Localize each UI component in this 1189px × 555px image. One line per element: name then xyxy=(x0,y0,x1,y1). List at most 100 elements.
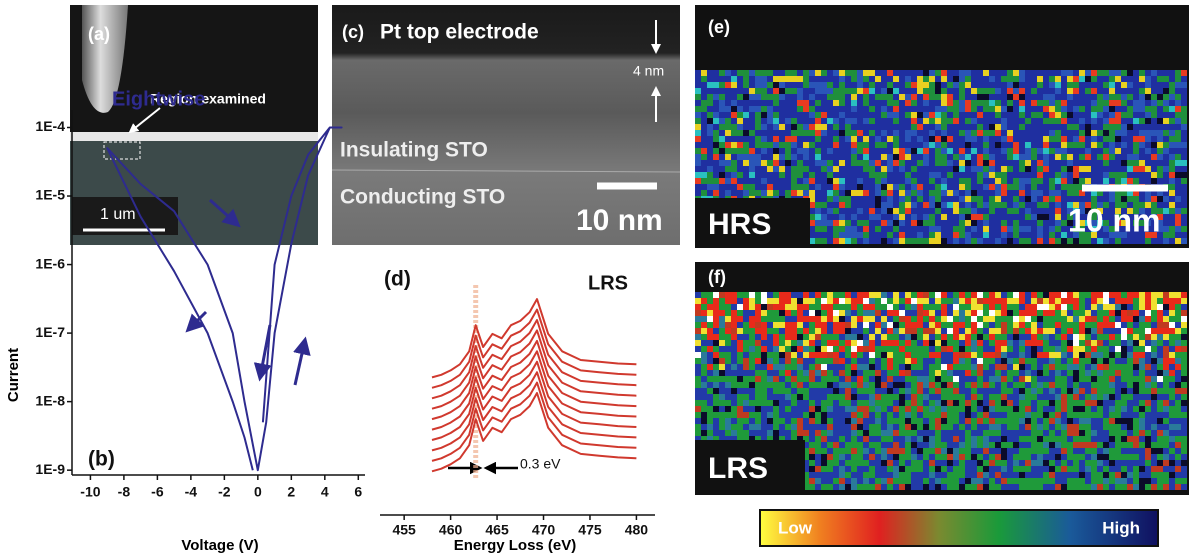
pixel xyxy=(1037,130,1043,136)
pixel xyxy=(1091,178,1097,184)
pixel xyxy=(821,208,827,214)
pixel xyxy=(1181,166,1187,172)
pixel xyxy=(1157,154,1163,160)
pixel xyxy=(809,352,815,358)
pixel xyxy=(911,160,917,166)
pixel xyxy=(1049,352,1055,358)
pixel xyxy=(1037,214,1043,220)
pixel xyxy=(959,436,965,442)
pixel xyxy=(809,88,815,94)
pixel xyxy=(1145,418,1151,424)
pixel xyxy=(737,190,743,196)
pixel xyxy=(1127,304,1133,310)
pixel xyxy=(791,112,797,118)
pixel xyxy=(1133,154,1139,160)
pixel xyxy=(863,154,869,160)
pixel xyxy=(701,148,707,154)
pixel xyxy=(713,136,719,142)
pixel xyxy=(1043,202,1049,208)
pixel xyxy=(929,352,935,358)
pixel xyxy=(803,292,809,298)
pixel xyxy=(983,466,989,472)
pixel xyxy=(737,376,743,382)
pixel xyxy=(767,322,773,328)
pixel xyxy=(977,418,983,424)
pixel xyxy=(761,76,767,82)
pixel xyxy=(815,466,821,472)
pixel xyxy=(923,406,929,412)
pixel xyxy=(1067,166,1073,172)
pixel xyxy=(701,430,707,436)
pixel xyxy=(893,94,899,100)
pixel xyxy=(893,340,899,346)
pixel xyxy=(953,232,959,238)
pixel xyxy=(863,448,869,454)
pixel xyxy=(965,154,971,160)
pixel xyxy=(1151,376,1157,382)
pixel xyxy=(1025,442,1031,448)
pixel xyxy=(1121,340,1127,346)
pixel xyxy=(713,334,719,340)
pixel xyxy=(1061,466,1067,472)
pixel xyxy=(851,124,857,130)
pixel xyxy=(1049,172,1055,178)
pixel xyxy=(875,106,881,112)
pixel xyxy=(983,202,989,208)
pixel xyxy=(953,214,959,220)
pixel xyxy=(1175,370,1181,376)
pixel xyxy=(881,430,887,436)
pixel xyxy=(995,364,1001,370)
pixel xyxy=(755,328,761,334)
pixel xyxy=(1115,82,1121,88)
pixel xyxy=(755,106,761,112)
pixel xyxy=(1175,466,1181,472)
pixel xyxy=(965,94,971,100)
pixel xyxy=(983,232,989,238)
pixel xyxy=(707,370,713,376)
pixel xyxy=(899,160,905,166)
pixel xyxy=(875,340,881,346)
pixel xyxy=(911,154,917,160)
pixel xyxy=(1091,430,1097,436)
pixel xyxy=(1007,334,1013,340)
pixel xyxy=(803,184,809,190)
pixel xyxy=(857,370,863,376)
pixel xyxy=(833,418,839,424)
pixel xyxy=(899,94,905,100)
pixel xyxy=(797,190,803,196)
pixel xyxy=(767,292,773,298)
pixel xyxy=(1109,76,1115,82)
pixel xyxy=(899,178,905,184)
pixel xyxy=(1013,460,1019,466)
pixel xyxy=(899,172,905,178)
pixel xyxy=(1127,358,1133,364)
pixel xyxy=(905,154,911,160)
pixel xyxy=(1049,298,1055,304)
pixel xyxy=(1181,136,1187,142)
pixel xyxy=(899,382,905,388)
pixel xyxy=(953,316,959,322)
pixel xyxy=(1049,88,1055,94)
pixel xyxy=(971,418,977,424)
pixel xyxy=(923,418,929,424)
pixel xyxy=(1079,292,1085,298)
pixel xyxy=(767,418,773,424)
pixel xyxy=(725,130,731,136)
pixel xyxy=(743,304,749,310)
pixel xyxy=(899,310,905,316)
pixel xyxy=(1037,82,1043,88)
pixel xyxy=(1139,382,1145,388)
pixel xyxy=(905,316,911,322)
pixel xyxy=(1079,394,1085,400)
pixel xyxy=(845,334,851,340)
pixel xyxy=(1091,448,1097,454)
pixel xyxy=(953,454,959,460)
pixel xyxy=(875,88,881,94)
pixel xyxy=(935,70,941,76)
pixel xyxy=(1175,394,1181,400)
pixel xyxy=(767,430,773,436)
pixel xyxy=(851,166,857,172)
pixel xyxy=(833,460,839,466)
pixel xyxy=(857,238,863,244)
pixel xyxy=(1013,382,1019,388)
